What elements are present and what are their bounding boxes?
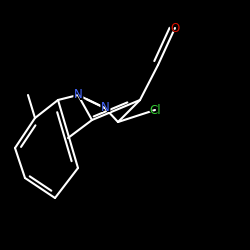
Text: Cl: Cl: [149, 104, 161, 117]
Text: O: O: [168, 20, 181, 36]
Text: N: N: [100, 102, 110, 114]
Text: N: N: [98, 100, 112, 116]
Text: O: O: [170, 22, 179, 35]
Text: N: N: [74, 88, 82, 102]
Text: Cl: Cl: [147, 102, 163, 118]
Text: N: N: [72, 88, 85, 102]
